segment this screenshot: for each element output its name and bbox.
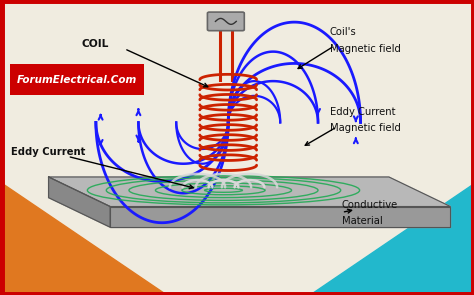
Text: Coil's: Coil's [330,27,356,37]
Text: Conductive: Conductive [342,200,398,210]
Text: Magnetic field: Magnetic field [330,44,401,54]
Polygon shape [49,177,110,227]
Polygon shape [1,183,167,295]
Text: Eddy Current: Eddy Current [330,107,395,117]
Text: Eddy Current: Eddy Current [11,147,85,157]
Polygon shape [309,183,474,295]
Text: Material: Material [342,216,383,226]
Polygon shape [110,206,450,227]
Text: Magnetic field: Magnetic field [330,123,401,133]
FancyBboxPatch shape [208,12,244,31]
Text: COIL: COIL [82,39,109,49]
FancyBboxPatch shape [10,64,144,95]
Polygon shape [49,177,450,206]
Text: ForumElectrical.Com: ForumElectrical.Com [17,75,137,85]
